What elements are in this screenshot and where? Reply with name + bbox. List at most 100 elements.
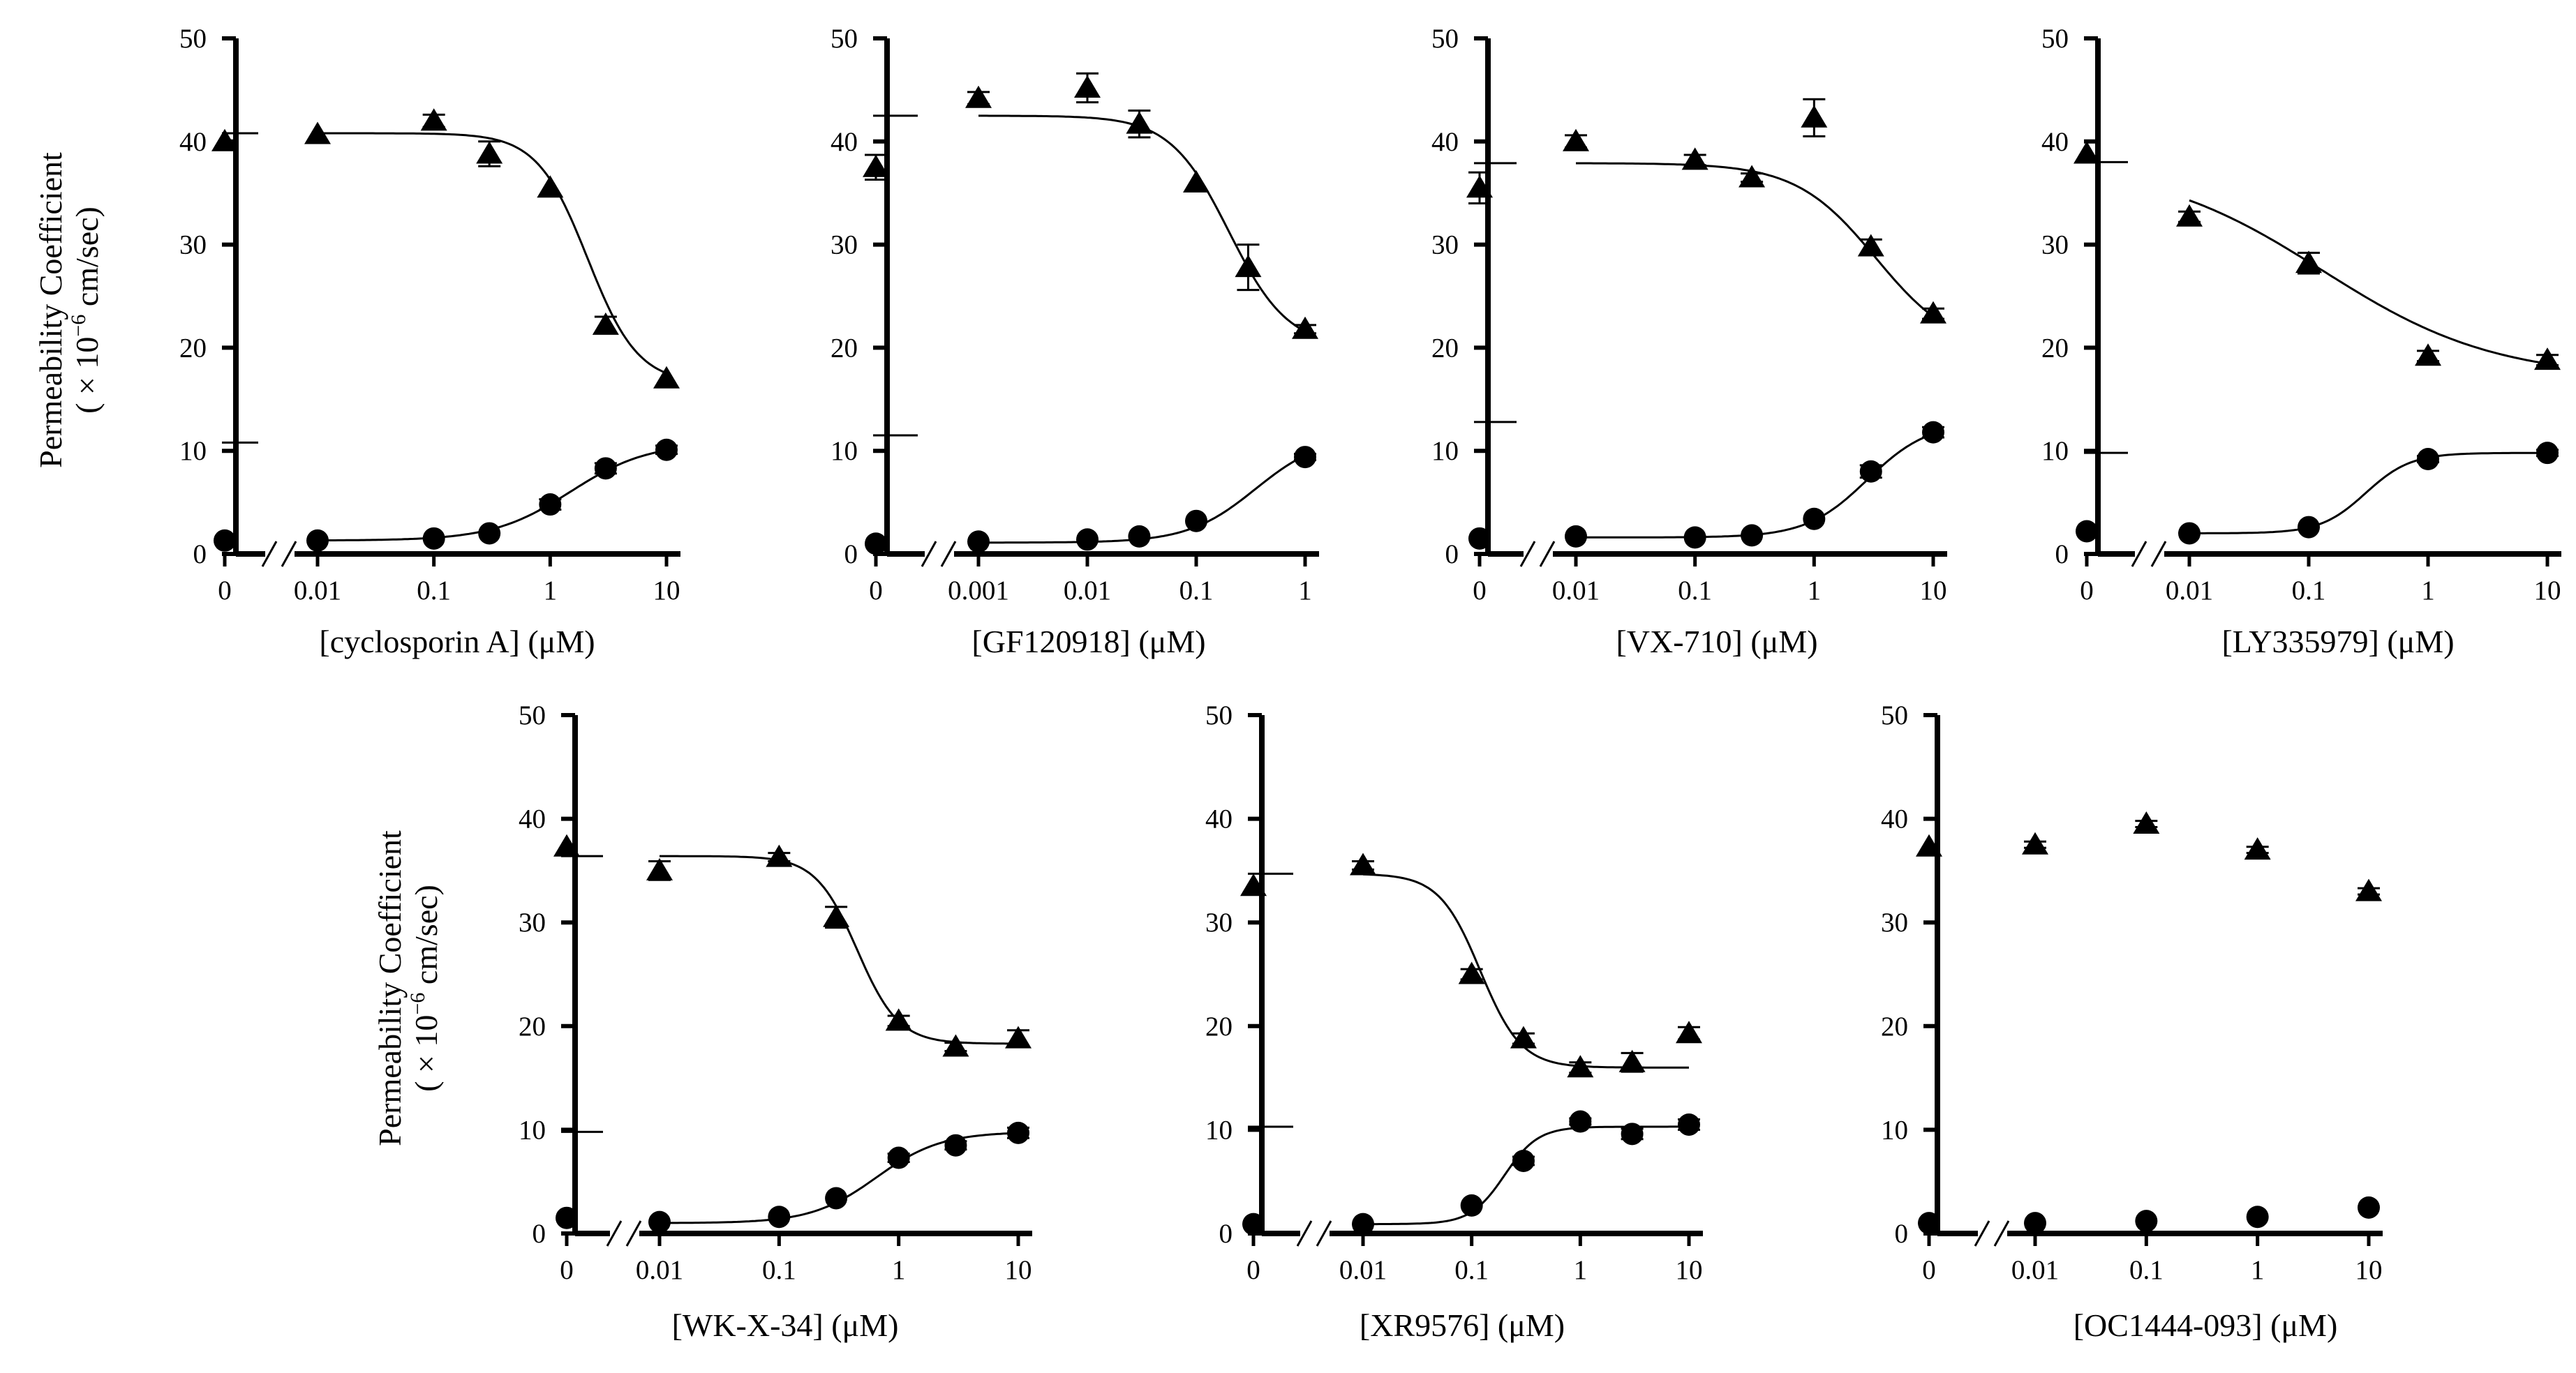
triangle-point <box>2244 837 2271 860</box>
y-tick-label: 40 <box>519 804 546 834</box>
triangle-point <box>1739 165 1766 188</box>
x-tick-label: 10 <box>1920 576 1947 606</box>
triangle-point <box>592 312 619 335</box>
circle-point <box>1512 1149 1535 1172</box>
triangle-point <box>823 904 850 927</box>
triangle-point <box>1920 301 1946 324</box>
y-tick-label: 30 <box>1205 908 1233 938</box>
circle-point <box>1803 507 1826 530</box>
x-tick-label: 0.1 <box>2129 1255 2164 1285</box>
y-axis-label-line2: ( × 10−6 cm/sec) <box>406 885 444 1092</box>
axis-break-mark <box>281 541 297 567</box>
circle-point <box>1683 526 1706 549</box>
circle-point <box>478 522 501 545</box>
circle-point <box>306 529 329 552</box>
circle-point <box>2536 442 2559 465</box>
x-tick-label: 10 <box>1005 1255 1032 1285</box>
x-tick-label: 1 <box>544 576 558 606</box>
triangle-point <box>1005 1026 1032 1049</box>
x-tick-label: 0.01 <box>2166 576 2213 606</box>
y-tick-label: 10 <box>1881 1115 1908 1145</box>
circle-point <box>1922 421 1944 444</box>
triangle-point <box>863 154 889 177</box>
circle-point <box>648 1210 671 1233</box>
y-tick-label: 30 <box>519 908 546 938</box>
triangle-point <box>1350 853 1376 876</box>
series-triangles <box>1916 811 2382 901</box>
axis-break-mark <box>1539 541 1556 567</box>
x-tick-label: 0.1 <box>1678 576 1712 606</box>
y-tick-label: 50 <box>2041 24 2069 54</box>
circle-point <box>2358 1196 2380 1219</box>
x-tick-label: 0.1 <box>2292 576 2326 606</box>
y-tick-label: 30 <box>2041 230 2069 260</box>
y-tick-label: 10 <box>179 436 207 466</box>
y-tick-label: 40 <box>1431 127 1459 157</box>
y-tick-label: 30 <box>1431 230 1459 260</box>
series-circles <box>2076 442 2559 545</box>
circle-point <box>1460 1194 1483 1217</box>
x-tick-label: 0.01 <box>294 576 341 606</box>
x-tick-label: 10 <box>1676 1255 1703 1285</box>
circle-point <box>1621 1123 1644 1146</box>
triangle-point <box>1240 873 1267 896</box>
triangle-point <box>766 844 793 867</box>
x-tick-label: 0.01 <box>1339 1255 1387 1285</box>
y-tick-label: 10 <box>831 436 858 466</box>
circle-point <box>2076 520 2098 543</box>
triangle-point <box>653 366 680 389</box>
x-tick-label: 10 <box>2534 576 2561 606</box>
triangle-point <box>1916 834 1942 857</box>
x-tick-label: 1 <box>1574 1255 1588 1285</box>
y-tick-label: 10 <box>2041 436 2069 466</box>
y-tick-label: 30 <box>831 230 858 260</box>
y-tick-label: 20 <box>519 1012 546 1042</box>
circle-point <box>1569 1110 1592 1133</box>
y-tick-label: 20 <box>1205 1012 1233 1042</box>
circle-point <box>1007 1121 1029 1144</box>
triangle-point <box>1618 1049 1646 1072</box>
y-tick-label: 50 <box>1431 24 1459 54</box>
axis-break-mark <box>921 541 937 567</box>
series-triangles <box>2074 141 2561 370</box>
x-tick-label: 1 <box>1298 576 1312 606</box>
y-axis-label-line1: Permeability Coefficient <box>33 152 68 468</box>
triangle-point <box>942 1034 969 1057</box>
series-circles <box>1918 1196 2380 1235</box>
series-circles <box>556 1121 1029 1233</box>
x-axis-label: [XR9576] (μM) <box>1360 1307 1565 1343</box>
triangle-point <box>420 108 447 131</box>
x-tick-label: 0.01 <box>1064 576 1111 606</box>
circle-point <box>865 532 887 555</box>
y-axis-label-line2: ( × 10−6 cm/sec) <box>67 207 105 414</box>
axis-break-mark <box>1974 1220 1990 1247</box>
triangle-point <box>2074 141 2100 164</box>
triangle-point <box>2415 343 2441 366</box>
triangle-point <box>2133 811 2160 834</box>
circle-point <box>1242 1213 1265 1236</box>
circle-point <box>1741 524 1764 547</box>
triangle-point <box>476 141 503 164</box>
y-axis-label-line1: Permeability Coefficient <box>372 830 408 1146</box>
triangle-point <box>2534 347 2561 370</box>
fit-curve <box>2189 199 2548 365</box>
circle-point <box>1185 509 1207 532</box>
triangle-point <box>1292 316 1318 339</box>
series-triangles <box>863 72 1318 339</box>
circle-point <box>2246 1206 2269 1229</box>
y-tick-label: 20 <box>1881 1012 1908 1042</box>
series-triangles <box>1466 98 1946 324</box>
y-tick-label: 10 <box>519 1115 546 1145</box>
x-tick-label: 0 <box>1473 576 1487 606</box>
triangle-point <box>1676 1021 1702 1044</box>
x-tick-label: 0.1 <box>417 576 451 606</box>
x-axis-label: [VX-710] (μM) <box>1616 624 1817 659</box>
fit-curve <box>660 855 1018 1045</box>
circle-point <box>1352 1213 1374 1236</box>
triangle-point <box>211 128 238 151</box>
chart-panel-5: 0 10 20 30 40 50 0 0.01 0.1 1 10 [WK-X-34] (μM) Perm… <box>372 700 1032 1343</box>
axis-break-mark <box>940 541 957 567</box>
y-tick-label: 40 <box>1205 804 1233 834</box>
triangle-point <box>1074 75 1101 98</box>
